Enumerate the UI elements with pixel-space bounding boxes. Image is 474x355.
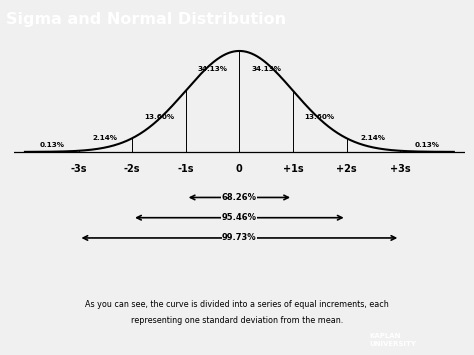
Text: representing one standard deviation from the mean.: representing one standard deviation from… bbox=[131, 316, 343, 326]
Text: -2s: -2s bbox=[124, 164, 140, 174]
Text: 99.73%: 99.73% bbox=[222, 234, 257, 242]
Text: +1s: +1s bbox=[283, 164, 303, 174]
Text: As you can see, the curve is divided into a series of equal increments, each: As you can see, the curve is divided int… bbox=[85, 300, 389, 308]
Text: 0.13%: 0.13% bbox=[39, 142, 64, 148]
Text: 2.14%: 2.14% bbox=[361, 135, 386, 141]
Text: 95.46%: 95.46% bbox=[222, 213, 257, 222]
Text: -3s: -3s bbox=[70, 164, 87, 174]
Text: 13.60%: 13.60% bbox=[144, 114, 174, 120]
Text: +3s: +3s bbox=[390, 164, 410, 174]
Text: 13.60%: 13.60% bbox=[305, 114, 335, 120]
Text: KAPLAN
UNIVERSITY: KAPLAN UNIVERSITY bbox=[370, 333, 417, 347]
Text: -1s: -1s bbox=[177, 164, 194, 174]
Text: 34.13%: 34.13% bbox=[251, 66, 281, 72]
Text: 68.26%: 68.26% bbox=[222, 193, 257, 202]
Text: 0.13%: 0.13% bbox=[414, 142, 439, 148]
Text: 0: 0 bbox=[236, 164, 243, 174]
Text: 34.13%: 34.13% bbox=[198, 66, 228, 72]
Text: Sigma and Normal Distribution: Sigma and Normal Distribution bbox=[6, 12, 286, 27]
Text: +2s: +2s bbox=[336, 164, 357, 174]
Text: 2.14%: 2.14% bbox=[93, 135, 118, 141]
